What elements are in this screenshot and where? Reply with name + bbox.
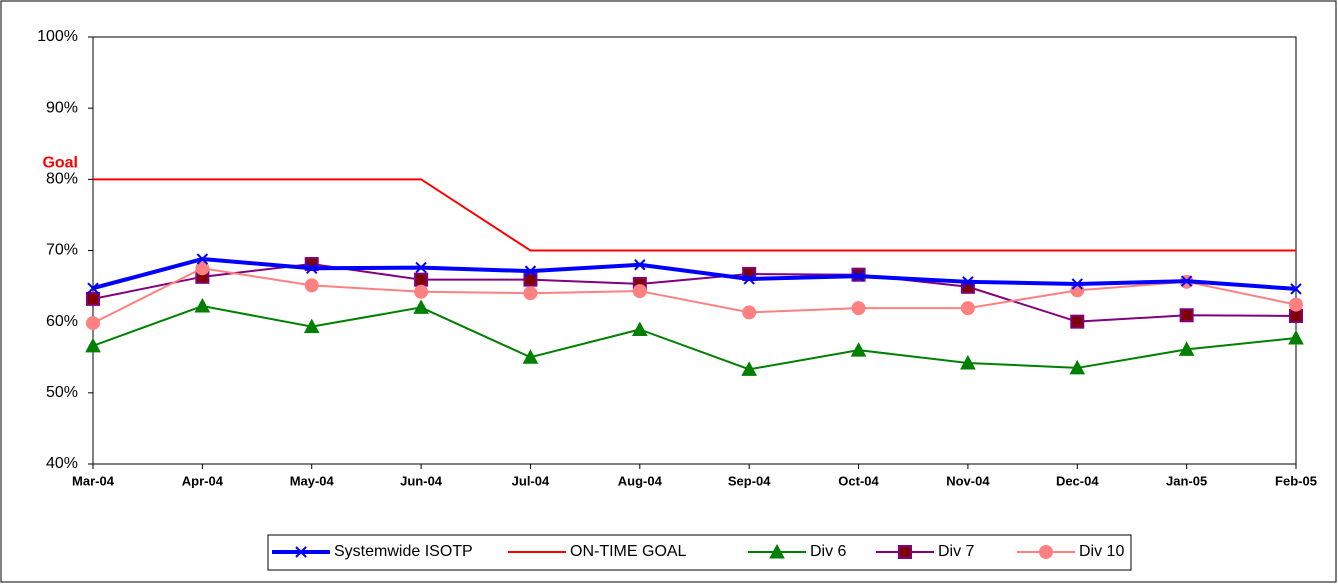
marker-triangle [850,342,867,357]
marker-circle [1289,297,1303,312]
marker-x [415,261,427,274]
marker-x [1290,283,1302,295]
marker-square [1179,308,1194,323]
marker-square [523,272,538,287]
marker-x [852,270,865,282]
x-tick-label: Sep-04 [728,473,771,488]
y-tick-label: 70% [46,242,78,259]
marker-triangle [960,354,976,370]
marker-triangle [1288,329,1304,345]
marker-square [1289,308,1303,323]
marker-triangle [413,299,429,314]
marker-triangle [1178,341,1195,356]
marker-circle [632,284,647,299]
marker-triangle [631,321,648,336]
legend-label: Div 7 [938,543,975,560]
marker-circle [851,301,866,316]
marker-circle [1039,545,1053,559]
marker-circle [523,286,538,301]
marker-triangle [522,349,539,364]
marker-circle [304,278,319,293]
marker-square [86,291,100,306]
x-tick-label: Feb-05 [1275,473,1317,488]
y-tick-label: 50% [46,384,78,401]
marker-triangle [194,297,211,313]
legend-box [267,534,1132,571]
series-line [93,178,1296,252]
series-line [92,257,1297,291]
marker-x [962,276,974,288]
marker-triangle [85,337,101,353]
marker-x [87,282,99,294]
x-tick-label: Jul-04 [512,473,550,488]
x-tick-label: Jun-04 [400,473,443,488]
marker-x [634,259,646,271]
marker-square [898,545,912,559]
x-tick-label: Oct-04 [838,473,879,488]
marker-x [1180,275,1193,287]
marker-square [414,272,429,287]
annotation: Goal [42,155,78,172]
marker-square [1070,314,1085,329]
marker-x [1071,278,1083,290]
y-tick-label: 90% [46,99,78,116]
x-tick-label: Apr-04 [182,473,224,488]
marker-x [743,273,755,285]
x-tick-label: May-04 [290,473,335,488]
marker-triangle [303,318,320,334]
marker-x [196,253,209,265]
marker-circle [86,316,100,331]
legend-label: Div 6 [810,543,847,560]
marker-x [306,262,318,274]
marker-triangle [741,361,758,376]
x-tick-label: Aug-04 [618,473,663,488]
x-tick-label: Mar-04 [72,473,115,488]
legend-label: Systemwide ISOTP [334,543,473,560]
x-tick-label: Jan-05 [1166,473,1207,488]
marker-triangle [1069,359,1086,375]
y-tick-label: 80% [46,171,78,188]
legend-label: Div 10 [1079,543,1124,560]
marker-circle [414,284,429,299]
marker-triangle [769,543,785,559]
marker-circle [195,261,210,276]
marker-circle [742,305,757,320]
y-tick-label: 100% [37,28,78,45]
series-line [92,267,1297,324]
marker-x [524,265,537,277]
y-tick-label: 40% [46,455,78,472]
x-tick-label: Dec-04 [1056,473,1099,488]
legend-label: ON-TIME GOAL [570,543,687,560]
y-tick-label: 60% [46,313,78,330]
x-tick-label: Nov-04 [946,473,990,488]
marker-circle [960,301,975,316]
series-line [92,304,1297,371]
marker-x [295,546,307,558]
